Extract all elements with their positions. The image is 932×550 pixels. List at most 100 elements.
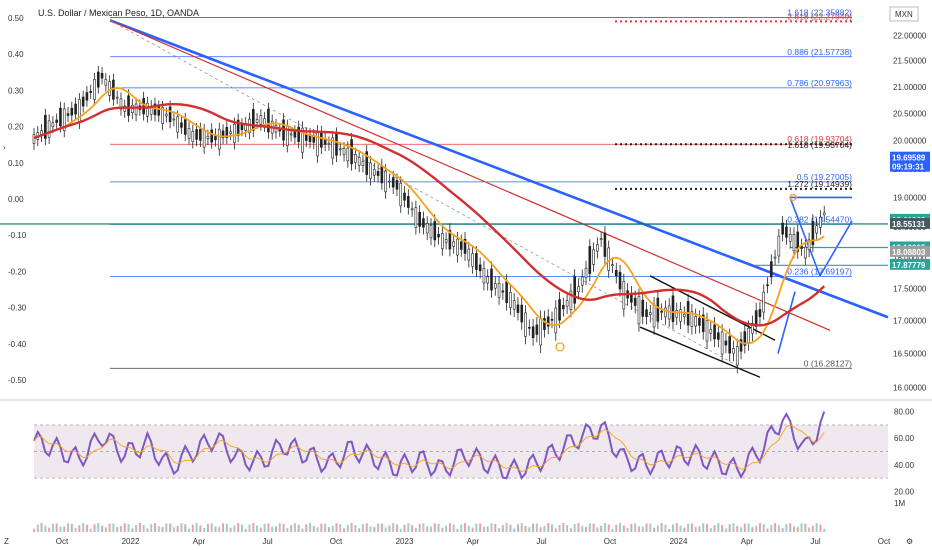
volume-bar <box>161 527 164 532</box>
volume-bar <box>146 528 149 532</box>
candle-body <box>603 232 607 257</box>
candle-body <box>815 225 818 234</box>
volume-bar <box>290 525 293 532</box>
time-axis: Oct 2022 Apr Jul Oct 2023 Apr Jul Oct 2024 Apr Jul O… <box>56 537 891 546</box>
candle-body <box>350 139 353 165</box>
volume-bar <box>135 524 138 532</box>
candle-body <box>202 130 206 148</box>
volume-bar <box>494 523 497 532</box>
candle-body <box>441 233 444 249</box>
volume-bar <box>127 524 130 532</box>
candle-body <box>96 71 100 88</box>
volume-bar <box>566 525 569 532</box>
volume-bar <box>199 525 202 532</box>
volume-bar <box>271 526 274 532</box>
candle-body <box>225 127 229 139</box>
log-scale-icon[interactable]: Z <box>4 537 9 546</box>
candle-body <box>796 231 800 252</box>
volume-bar <box>267 523 270 532</box>
candle-body <box>637 295 641 325</box>
volume-bar <box>785 524 788 532</box>
candle-body <box>546 316 550 327</box>
time-axis-label: Jul <box>262 537 272 546</box>
candle-body <box>701 314 705 333</box>
volume-bar <box>702 523 705 532</box>
volume-bar <box>244 528 247 532</box>
candle-body <box>664 307 667 318</box>
volume-bar <box>104 527 107 532</box>
volume-bar <box>713 525 716 532</box>
volume-bar <box>312 525 315 532</box>
candle-body <box>739 339 743 352</box>
candle-body <box>361 161 365 166</box>
volume-bar <box>395 524 398 532</box>
volume-bar <box>36 524 39 532</box>
fib-levels: 2.618 (22.27949)1.618 (22.35882) 0.886 (2… <box>110 7 852 369</box>
candle-body <box>297 126 300 142</box>
moving-averages <box>33 86 826 345</box>
sidebar-collapse-icon[interactable]: › <box>3 143 6 152</box>
time-axis-label: Apr <box>467 537 480 546</box>
candle-body <box>327 142 331 145</box>
volume-bar <box>48 527 51 532</box>
fib-level-label: 1.618 (22.35882) <box>787 7 852 17</box>
volume-bar <box>180 523 183 532</box>
candle-body <box>807 239 811 250</box>
candle-body <box>278 129 282 132</box>
volume-bar <box>172 527 175 532</box>
volume-bar <box>498 528 501 532</box>
candle-body <box>683 313 686 317</box>
volume-bar <box>286 528 289 532</box>
candle-body <box>369 162 372 179</box>
red-trendline <box>109 19 831 331</box>
candle-body <box>475 253 478 270</box>
candle-body <box>70 107 74 116</box>
candle-body <box>161 107 164 124</box>
candle-body <box>221 130 225 139</box>
volume-bar <box>44 525 47 532</box>
candle-body <box>78 99 81 123</box>
volume-axis-tick: 1M <box>894 499 905 508</box>
volume-bar <box>482 526 485 532</box>
candle-body <box>127 95 130 116</box>
candle-body <box>698 317 701 326</box>
candle-body <box>422 218 425 228</box>
volume-bar <box>653 527 656 532</box>
candle-body <box>728 336 731 354</box>
volume-bar <box>422 523 425 532</box>
volume-bar <box>603 523 606 532</box>
volume-bar <box>550 524 553 532</box>
volume-bar <box>501 525 504 532</box>
volume-bar <box>108 523 111 532</box>
volume-bar <box>305 524 308 532</box>
volume-bar <box>361 524 364 532</box>
volume-bar <box>123 523 126 532</box>
candle-body <box>788 234 792 242</box>
volume-bar <box>456 528 459 532</box>
volume-bar <box>706 523 709 532</box>
volume-bar <box>407 523 410 532</box>
candle-body <box>459 241 463 250</box>
candle-body <box>785 226 788 238</box>
volume-bar <box>687 523 690 532</box>
price-tag-label: 19.69589 <box>892 154 926 163</box>
volume-bar <box>233 525 236 532</box>
volume-bar <box>430 526 432 532</box>
candle-body <box>596 244 599 252</box>
candle-body <box>388 180 391 183</box>
volume-bar <box>206 523 209 532</box>
candle-body <box>429 224 433 239</box>
volume-bar <box>709 528 712 532</box>
candle-body <box>217 128 221 150</box>
settings-icon[interactable]: ⚙ <box>906 537 913 546</box>
volume-bar <box>520 523 523 532</box>
candle-body <box>85 92 89 101</box>
volume-bar <box>339 524 342 532</box>
volume-bar <box>475 523 478 532</box>
candle-body <box>131 104 134 113</box>
candle-body <box>539 317 542 346</box>
volume-bar <box>619 523 622 532</box>
candle-body <box>732 348 735 354</box>
volume-bar <box>679 525 682 532</box>
volume-bar <box>51 523 54 532</box>
